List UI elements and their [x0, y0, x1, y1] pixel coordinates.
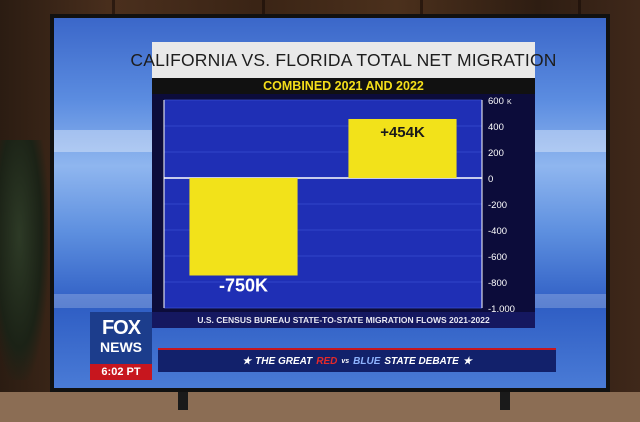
star-icon: ★: [242, 355, 252, 367]
tv-cabinet: [0, 392, 640, 422]
source-caption: U.S. CENSUS BUREAU STATE-TO-STATE MIGRAT…: [197, 315, 490, 325]
chart-plot-area: 600K4002000-200-400-600-800-1,000-750KCA…: [152, 94, 535, 328]
bar-california: [189, 178, 298, 276]
bar-chart: 600K4002000-200-400-600-800-1,000-750KCA…: [163, 96, 515, 328]
y-tick-label: 600: [488, 96, 504, 107]
y-tick-unit: K: [507, 99, 512, 106]
logo-news-text: NEWS: [100, 339, 142, 355]
data-label: +454K: [380, 124, 425, 141]
migration-graphic: CALIFORNIA VS. FLORIDA TOTAL NET MIGRATI…: [130, 42, 556, 328]
graphic-title: CALIFORNIA VS. FLORIDA TOTAL NET MIGRATI…: [130, 49, 557, 70]
tv-stand-leg-right: [500, 380, 510, 410]
tv-screen: CALIFORNIA VS. FLORIDA TOTAL NET MIGRATI…: [54, 18, 606, 388]
graphic-subtitle: COMBINED 2021 AND 2022: [263, 79, 424, 93]
fox-news-logo: FOX NEWS 6:02 PT: [90, 312, 152, 380]
star-icon: ★: [462, 355, 472, 367]
subtitle-bar: COMBINED 2021 AND 2022: [152, 78, 535, 94]
y-tick-label: -400: [488, 226, 507, 237]
bar-florida: [348, 118, 457, 178]
source-bar: U.S. CENSUS BUREAU STATE-TO-STATE MIGRAT…: [152, 312, 535, 328]
y-tick-label: -800: [488, 278, 507, 289]
y-tick-label: 400: [488, 122, 504, 133]
y-tick-label: -200: [488, 200, 507, 211]
tv-stand-leg-left: [178, 380, 188, 410]
y-tick-label: 200: [488, 148, 504, 159]
data-label: -750K: [219, 276, 268, 296]
y-tick-label: -600: [488, 252, 507, 263]
banner-state-debate: STATE DEBATE: [384, 355, 459, 367]
banner-the-great: THE GREAT: [255, 355, 313, 367]
y-tick-label: -1,000: [488, 304, 515, 315]
banner-red: RED: [316, 355, 338, 367]
banner-blue: BLUE: [353, 355, 381, 367]
y-tick-label: 0: [488, 174, 493, 185]
title-bar: CALIFORNIA VS. FLORIDA TOTAL NET MIGRATI…: [130, 42, 556, 78]
banner-vs: vs: [341, 357, 350, 365]
houseplant: [0, 140, 48, 380]
broadcast-time: 6:02 PT: [90, 364, 152, 380]
logo-fox-text: FOX: [101, 317, 141, 339]
show-banner: ★ THE GREAT RED vs BLUE STATE DEBATE ★: [158, 348, 556, 372]
